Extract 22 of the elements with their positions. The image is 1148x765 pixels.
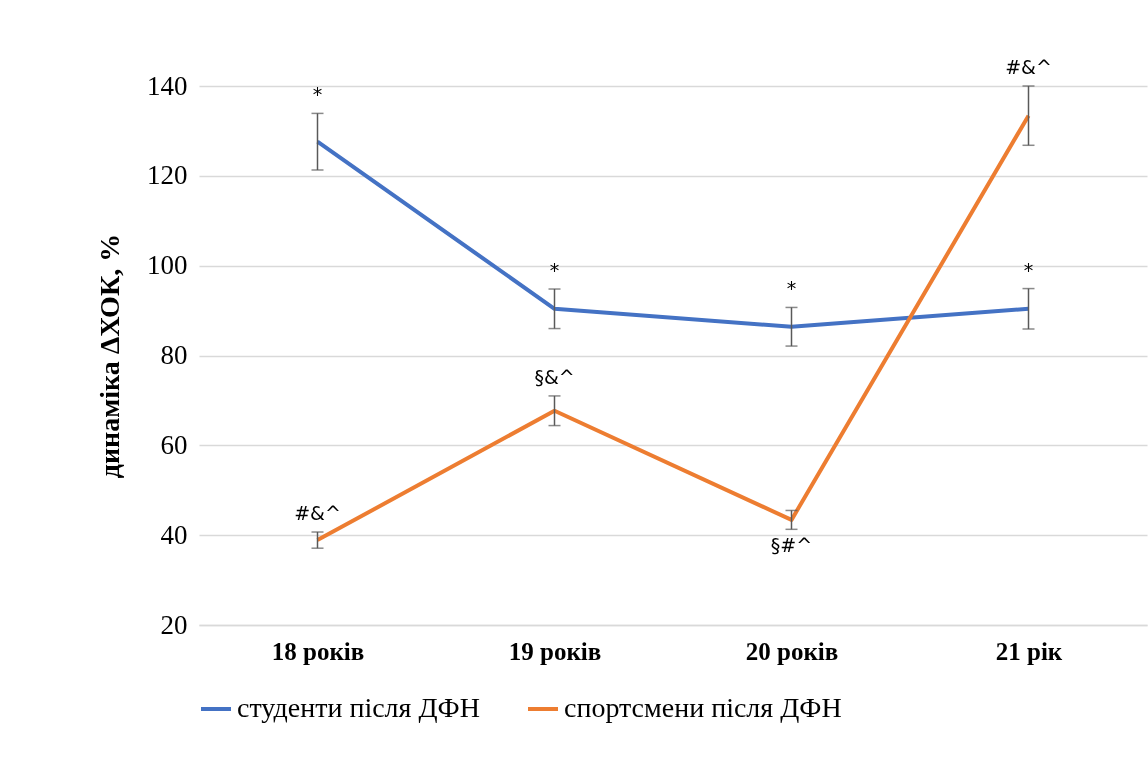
y-axis-title: динаміка ΔХОК, % [94, 233, 125, 479]
annotation: * [549, 259, 560, 282]
y-tick-label: 120 [147, 160, 188, 191]
x-tick-label: 20 років [745, 637, 839, 665]
x-tick-label: 18 років [271, 637, 365, 665]
y-tick-label: 100 [147, 250, 188, 281]
y-tick-label: 20 [160, 609, 188, 640]
x-tick-label: 21 рік [995, 637, 1063, 665]
annotation: #&^ [1005, 56, 1052, 78]
annotation: * [312, 83, 323, 106]
annotation: * [786, 277, 797, 300]
annotation: §#^ [770, 534, 813, 557]
annotation: #&^ [294, 502, 341, 525]
legend-label: спортсмени після ДФН [564, 692, 842, 723]
y-tick-label: 40 [160, 519, 188, 550]
y-tick-label: 140 [147, 70, 188, 101]
annotation: §&^ [534, 365, 575, 388]
x-tick-label: 19 років [508, 637, 602, 665]
y-tick-label: 80 [160, 340, 188, 370]
y-tick-label: 60 [160, 429, 188, 460]
annotation: * [1023, 258, 1034, 281]
legend-label: студенти після ДФН [237, 692, 480, 723]
